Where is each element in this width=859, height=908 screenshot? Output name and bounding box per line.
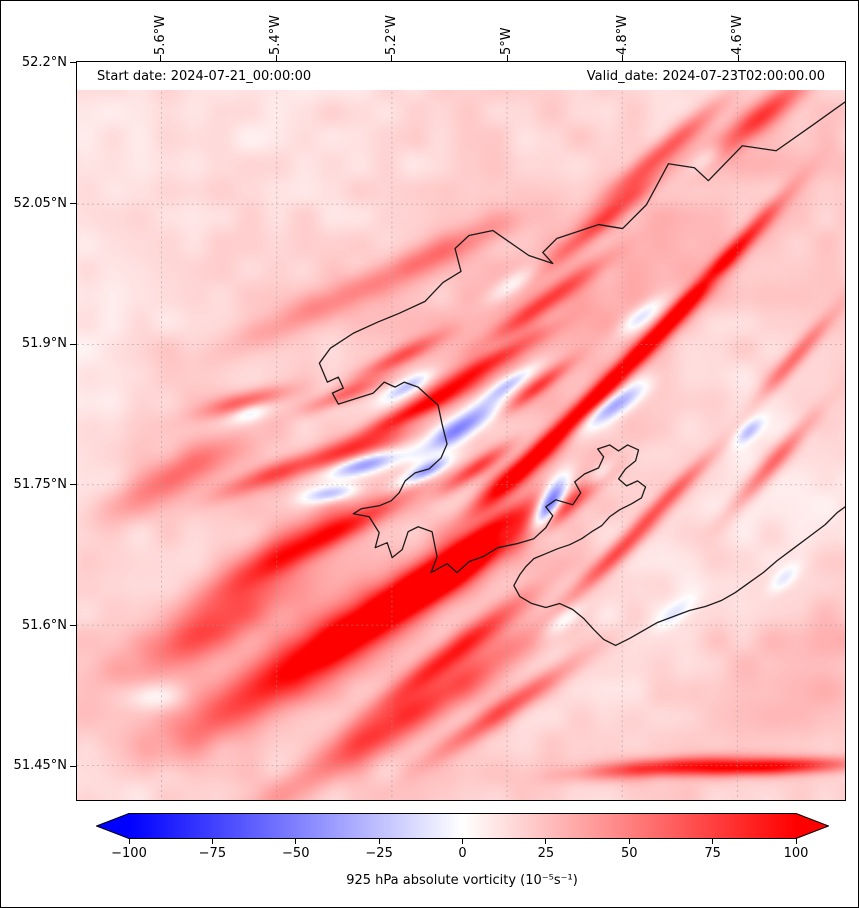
x-axis-tick [737,55,739,61]
colorbar-tick-label: −75 [198,846,227,861]
y-axis-tick-label: 51.45°N [13,758,67,774]
colorbar-tick-label: 25 [537,846,555,861]
colorbar-tick [295,839,297,844]
x-axis-tick-label: 5.6°W [152,14,168,55]
colorbar-tick [712,839,714,844]
y-axis-tick [70,765,76,767]
x-axis-tick-label: 4.6°W [730,14,746,55]
colorbar-tick-label: 75 [704,846,721,861]
x-axis-tick-label: 5°W [499,27,515,55]
coastline [318,101,845,647]
y-axis-tick-label: 51.9°N [21,336,67,352]
colorbar-over-arrow [796,813,829,839]
y-axis-tick [70,203,76,205]
colorbar-gradient [129,813,796,839]
y-axis-tick-label: 52.2°N [21,54,67,70]
y-axis-tick-label: 51.75°N [13,476,67,492]
colorbar-tick-label: 100 [783,846,809,861]
colorbar-tick-label: −50 [282,846,310,861]
x-axis-tick [160,55,162,61]
x-axis-tick-label: 5.2°W [383,14,399,55]
vorticity-field-canvas [77,62,845,800]
colorbar-outline [96,813,829,839]
y-axis-tick [70,484,76,486]
x-axis-tick [275,55,277,61]
x-axis-tick [391,55,393,61]
colorbar-tick [128,839,130,844]
gridlines [77,62,845,800]
y-axis-tick [70,62,76,64]
colorbar-tick-label: 0 [458,846,467,861]
x-axis-tick-label: 5.4°W [268,14,284,55]
colorbar-under-arrow [96,813,129,839]
y-axis-tick [70,343,76,345]
map-plot: Start date: 2024-07-21_00:00:00 Valid_da… [76,61,846,801]
valid-date-label: Valid_date: 2024-07-23T02:00:00.00 [586,68,825,84]
y-axis-tick [70,625,76,627]
colorbar-tick [795,839,797,844]
colorbar-tick-label: −100 [111,846,147,861]
x-axis-tick [622,55,624,61]
map-overlay [77,62,845,800]
x-axis-tick [506,55,508,61]
colorbar-tick-label: 50 [620,846,638,861]
colorbar-label: 925 hPa absolute vorticity (10⁻⁵s⁻¹) [346,873,578,888]
title-band: Start date: 2024-07-21_00:00:00 Valid_da… [77,62,845,90]
colorbar-tick [545,839,547,844]
colorbar-tick [462,839,463,844]
y-axis-tick-label: 51.6°N [21,617,67,633]
x-axis-tick-label: 4.8°W [614,14,630,55]
colorbar-tick-label: −25 [365,846,393,861]
colorbar-tick [378,839,380,844]
start-date-label: Start date: 2024-07-21_00:00:00 [97,68,312,84]
y-axis-tick-label: 52.05°N [13,195,67,211]
colorbar [96,813,829,839]
colorbar-tick [211,839,213,844]
colorbar-tick [628,839,630,844]
